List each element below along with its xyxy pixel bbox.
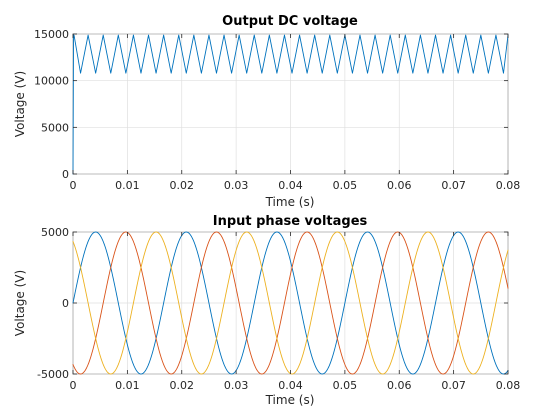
output-dc-voltage-y-tick-label: 5000 xyxy=(41,121,69,134)
output-dc-voltage-series xyxy=(72,34,509,175)
output-dc-voltage-x-tick-label: 0.04 xyxy=(278,179,303,192)
output-dc-voltage-y-tick-label: 0 xyxy=(62,168,69,181)
output-dc-voltage-ticks: 0 0.01 0.02 0.03 0.04 0.05 0.06 0.07 0.08 0 5000 10… xyxy=(34,28,520,192)
output-dc-voltage-x-tick-label: 0.07 xyxy=(441,179,466,192)
input-phase-voltages-x-tick-label: 0.08 xyxy=(496,379,521,392)
output-dc-voltage-x-tick-label: 0.05 xyxy=(333,179,358,192)
input-phase-voltages-plot: 0 0.01 0.02 0.03 0.04 0.05 0.06 0.07 0.08-500005… xyxy=(13,214,520,407)
input-phase-voltages-x-tick-label: 0.01 xyxy=(115,379,140,392)
input-phase-voltages-x-tick-label: 0.03 xyxy=(224,379,249,392)
output-dc-voltage-x-tick-label: 0.01 xyxy=(115,179,140,192)
output-dc-voltage-title: Output DC voltage xyxy=(222,14,358,29)
input-phase-voltages-y-tick-label: 5000 xyxy=(41,226,69,239)
output-dc-voltage-plot: 0 0.01 0.02 0.03 0.04 0.05 0.06 0.07 0.08 0 5000 10… xyxy=(13,14,520,209)
output-dc-voltage-y-tick-label: 15000 xyxy=(34,28,69,41)
input-phase-voltages-ticks: 0 0.01 0.02 0.03 0.04 0.05 0.06 0.07 0.08-500005… xyxy=(37,226,520,392)
input-phase-voltages-y-axis-label: Voltage (V) xyxy=(13,270,27,336)
input-phase-voltages-x-tick-label: 0 xyxy=(70,379,77,392)
output-dc-voltage-x-tick-label: 0.08 xyxy=(496,179,521,192)
output-dc-voltage-y-tick-label: 10000 xyxy=(34,75,69,88)
input-phase-voltages-x-axis-label: Time (s) xyxy=(265,393,315,407)
output-dc-voltage-x-tick-label: 0.02 xyxy=(170,179,195,192)
output-dc-voltage-x-tick-label: 0.03 xyxy=(224,179,249,192)
output-dc-voltage-series-line xyxy=(72,34,509,175)
output-dc-voltage-x-tick-label: 0.06 xyxy=(387,179,412,192)
input-phase-voltages-x-tick-label: 0.02 xyxy=(170,379,195,392)
output-dc-voltage-x-tick-label: 0 xyxy=(70,179,77,192)
output-dc-voltage-x-axis-label: Time (s) xyxy=(265,195,315,209)
input-phase-voltages-x-tick-label: 0.05 xyxy=(333,379,358,392)
input-phase-voltages-title: Input phase voltages xyxy=(213,214,368,229)
input-phase-voltages-x-tick-label: 0.06 xyxy=(387,379,412,392)
input-phase-voltages-x-tick-label: 0.04 xyxy=(278,379,303,392)
input-phase-voltage-series-line-2 xyxy=(72,231,509,375)
input-phase-voltages-x-tick-label: 0.07 xyxy=(441,379,466,392)
input-phase-voltages-y-tick-label: -5000 xyxy=(37,368,69,381)
input-phase-voltages-y-tick-label: 0 xyxy=(62,297,69,310)
input-phase-voltage-series-line-1 xyxy=(72,231,509,375)
output-dc-voltage-y-axis-label: Voltage (V) xyxy=(13,71,27,137)
